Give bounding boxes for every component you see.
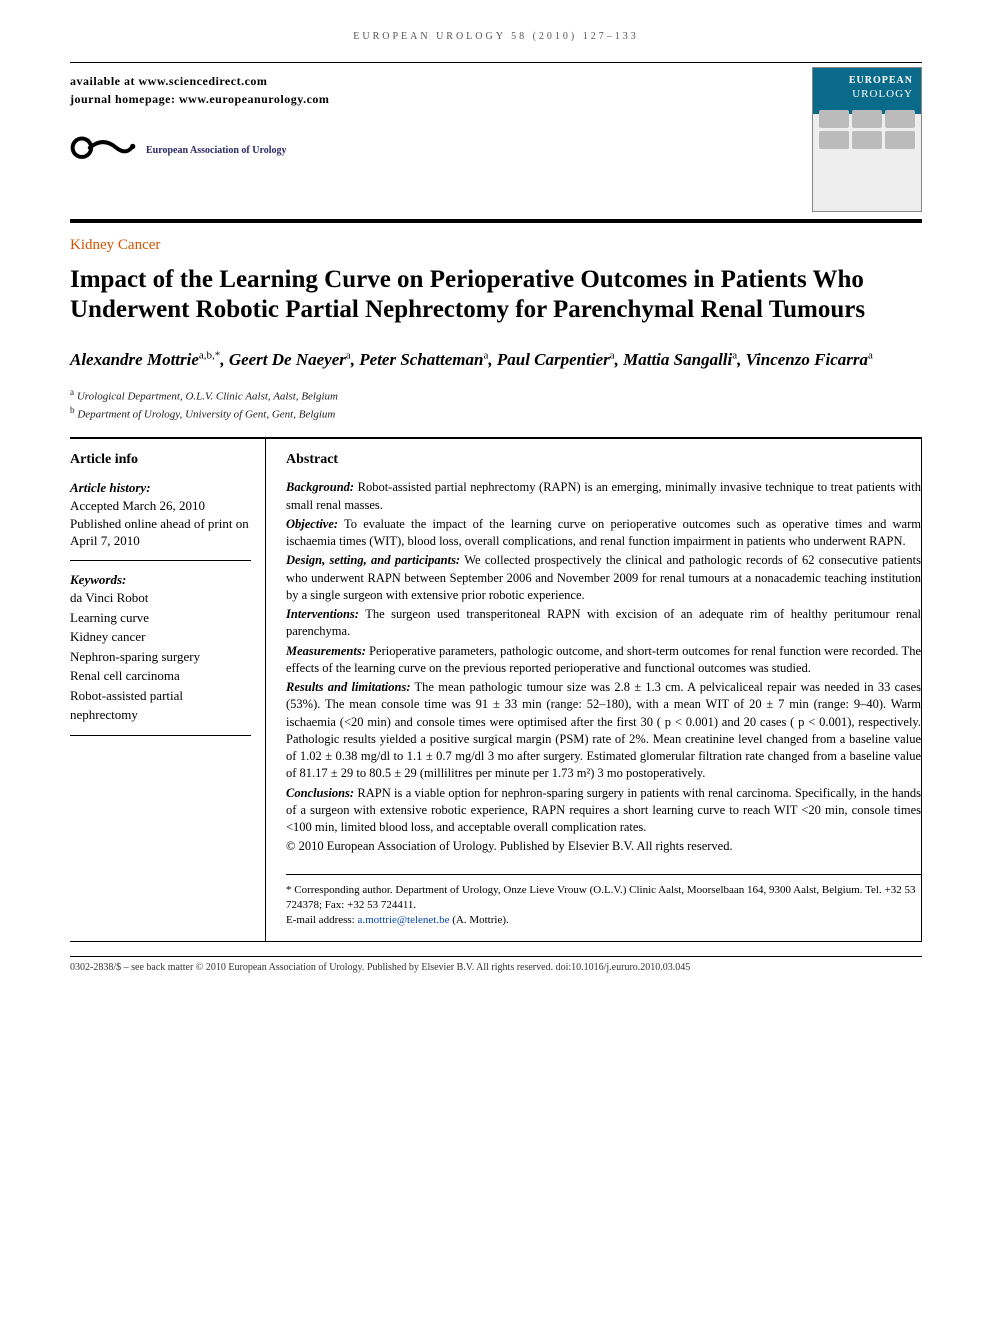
header-block: available at www.sciencedirect.com journ…	[70, 73, 922, 213]
abstract-column: Abstract Background: Robot-assisted part…	[265, 439, 922, 941]
abstract-paragraph: Conclusions: RAPN is a viable option for…	[286, 785, 921, 837]
email-link[interactable]: a.mottrie@telenet.be	[357, 914, 449, 926]
keywords-list: da Vinci RobotLearning curveKidney cance…	[70, 588, 251, 725]
article-history-block: Article history: Accepted March 26, 2010…	[70, 479, 251, 560]
abstract-paragraph: Objective: To evaluate the impact of the…	[286, 516, 921, 551]
affiliations: a Urological Department, O.L.V. Clinic A…	[70, 386, 922, 423]
article-info-heading: Article info	[70, 451, 251, 470]
abstract-heading: Abstract	[286, 451, 921, 470]
author: Peter Schattemana	[359, 350, 488, 369]
running-head: EUROPEAN UROLOGY 58 (2010) 127–133	[70, 30, 922, 44]
author: Mattia Sangallia	[623, 350, 737, 369]
abstract-paragraph: Background: Robot-assisted partial nephr…	[286, 479, 921, 514]
affiliation: a Urological Department, O.L.V. Clinic A…	[70, 386, 922, 405]
article-title: Impact of the Learning Curve on Perioper…	[70, 265, 922, 326]
author: Alexandre Mottriea,b,*	[70, 350, 220, 369]
article-info-column: Article info Article history: Accepted M…	[70, 439, 265, 941]
keyword: Kidney cancer	[70, 627, 251, 647]
author: Vincenzo Ficarraa	[746, 350, 873, 369]
history-label: Article history:	[70, 479, 251, 497]
keywords-label: Keywords:	[70, 571, 251, 589]
keyword: da Vinci Robot	[70, 588, 251, 608]
keyword: Learning curve	[70, 608, 251, 628]
author-list: Alexandre Mottriea,b,*, Geert De Naeyera…	[70, 348, 922, 372]
journal-cover-thumbnail: EUROPEAN UROLOGY	[812, 67, 922, 212]
society-logo: European Association of Urology	[70, 133, 922, 169]
eau-logo-icon	[70, 133, 136, 169]
journal-homepage: journal homepage: www.europeanurology.co…	[70, 91, 922, 107]
top-rule	[70, 62, 922, 63]
author: Paul Carpentiera	[497, 350, 615, 369]
abstract-paragraph: Results and limitations: The mean pathol…	[286, 679, 921, 783]
keyword: Nephron-sparing surgery	[70, 647, 251, 667]
corresponding-text: * Corresponding author. Department of Ur…	[286, 883, 921, 914]
footer-copyright: 0302-2838/$ – see back matter © 2010 Eur…	[70, 956, 922, 975]
published-online: Published online ahead of print on April…	[70, 515, 251, 550]
abstract-body: Background: Robot-assisted partial nephr…	[286, 479, 921, 855]
header-thick-rule	[70, 219, 922, 223]
keyword: Robot-assisted partial nephrectomy	[70, 686, 251, 725]
cover-title-2: UROLOGY	[817, 87, 917, 104]
section-label: Kidney Cancer	[70, 235, 922, 255]
cover-title-1: EUROPEAN	[817, 72, 917, 88]
abstract-paragraph: Design, setting, and participants: We co…	[286, 552, 921, 604]
corresponding-email-line: E-mail address: a.mottrie@telenet.be (A.…	[286, 913, 921, 928]
email-label: E-mail address:	[286, 914, 357, 926]
email-suffix: (A. Mottrie).	[449, 914, 508, 926]
society-name: European Association of Urology	[146, 144, 286, 158]
cover-grid	[817, 110, 917, 149]
abstract-paragraph: Interventions: The surgeon used transper…	[286, 606, 921, 641]
info-abstract-row: Article info Article history: Accepted M…	[70, 439, 922, 942]
keywords-block: Keywords: da Vinci RobotLearning curveKi…	[70, 571, 251, 736]
author: Geert De Naeyera	[229, 350, 351, 369]
affiliation: b Department of Urology, University of G…	[70, 404, 922, 423]
keyword: Renal cell carcinoma	[70, 666, 251, 686]
abstract-paragraph: Measurements: Perioperative parameters, …	[286, 643, 921, 678]
accepted-date: Accepted March 26, 2010	[70, 497, 251, 515]
available-at: available at www.sciencedirect.com	[70, 73, 922, 89]
abstract-copyright: © 2010 European Association of Urology. …	[286, 838, 921, 855]
corresponding-author: * Corresponding author. Department of Ur…	[286, 874, 921, 929]
